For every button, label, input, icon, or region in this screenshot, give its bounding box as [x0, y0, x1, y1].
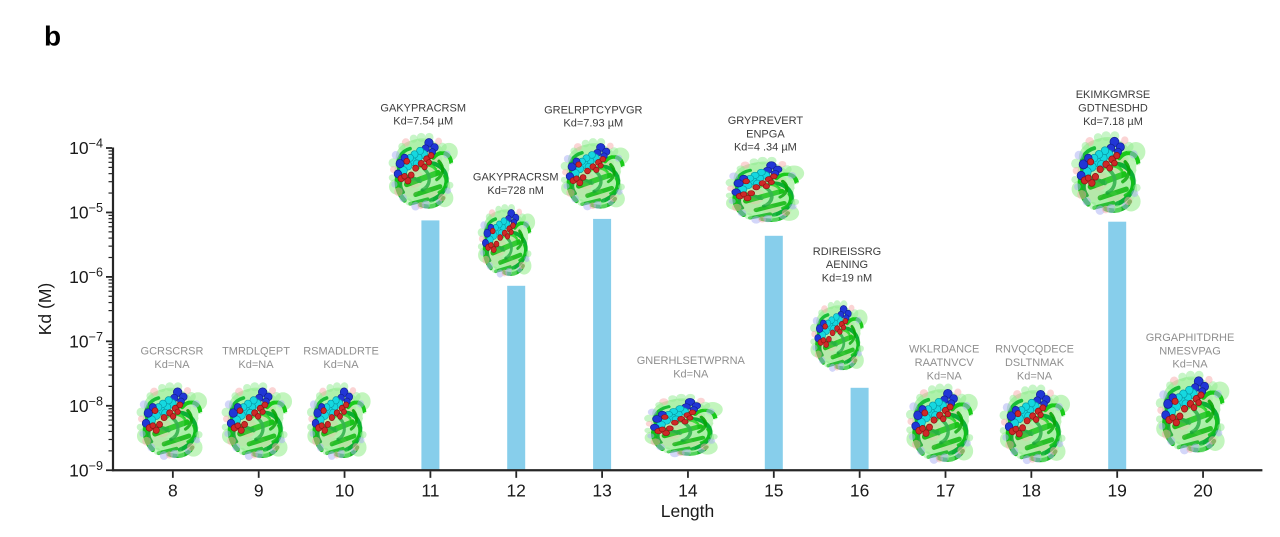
- svg-text:GDTNESDHD: GDTNESDHD: [1078, 103, 1148, 115]
- svg-text:19: 19: [1107, 481, 1126, 501]
- svg-text:GRELRPTCYPVGR: GRELRPTCYPVGR: [544, 104, 642, 116]
- svg-text:Kd=NA: Kd=NA: [927, 370, 963, 382]
- svg-text:ENPGA: ENPGA: [746, 128, 785, 140]
- svg-text:Kd=728 nM: Kd=728 nM: [487, 185, 544, 197]
- svg-text:DSLTNMAK: DSLTNMAK: [1005, 357, 1065, 369]
- svg-text:11: 11: [421, 481, 439, 501]
- svg-text:14: 14: [678, 481, 698, 501]
- svg-text:Kd=NA: Kd=NA: [673, 368, 709, 380]
- svg-text:AENING: AENING: [826, 259, 868, 271]
- svg-text:TMRDLQEPT: TMRDLQEPT: [222, 346, 290, 358]
- svg-text:18: 18: [1022, 481, 1041, 501]
- svg-text:9: 9: [254, 481, 264, 501]
- svg-text:Kd=NA: Kd=NA: [154, 359, 190, 371]
- svg-text:RAATNVCV: RAATNVCV: [915, 357, 975, 369]
- svg-text:Kd=NA: Kd=NA: [323, 359, 359, 371]
- svg-text:Kd=NA: Kd=NA: [238, 359, 274, 371]
- svg-text:GAKYPRACRSM: GAKYPRACRSM: [473, 172, 559, 184]
- svg-text:EKIMKGMRSE: EKIMKGMRSE: [1076, 89, 1151, 101]
- svg-text:GNERHLSETWPRNA: GNERHLSETWPRNA: [637, 355, 746, 367]
- svg-text:NMESVPAG: NMESVPAG: [1159, 345, 1221, 357]
- svg-text:12: 12: [506, 481, 525, 501]
- svg-text:WKLRDANCE: WKLRDANCE: [909, 344, 979, 356]
- svg-text:13: 13: [592, 481, 611, 501]
- svg-text:10: 10: [335, 481, 355, 501]
- svg-text:15: 15: [764, 481, 783, 501]
- svg-text:Length: Length: [661, 501, 715, 521]
- svg-text:b: b: [44, 21, 61, 52]
- svg-text:Kd=7.93 µM: Kd=7.93 µM: [563, 118, 623, 130]
- svg-text:8: 8: [168, 481, 178, 501]
- svg-text:Kd=7.54 µM: Kd=7.54 µM: [393, 116, 453, 128]
- svg-text:Kd (M): Kd (M): [35, 283, 55, 336]
- svg-text:20: 20: [1193, 481, 1213, 501]
- svg-text:Kd=19 nM: Kd=19 nM: [822, 272, 872, 284]
- svg-text:GRYPREVERT: GRYPREVERT: [728, 115, 804, 127]
- svg-text:Kd=7.18 µM: Kd=7.18 µM: [1083, 116, 1143, 128]
- svg-text:GCRSCRSR: GCRSCRSR: [141, 346, 204, 358]
- svg-text:GAKYPRACRSM: GAKYPRACRSM: [380, 102, 466, 114]
- svg-text:Kd=NA: Kd=NA: [1017, 370, 1053, 382]
- svg-text:GRGAPHITDRHE: GRGAPHITDRHE: [1146, 332, 1235, 344]
- svg-text:RSMADLDRTE: RSMADLDRTE: [303, 346, 379, 358]
- svg-text:Kd=4 .34 µM: Kd=4 .34 µM: [734, 142, 797, 154]
- svg-text:Kd=NA: Kd=NA: [1172, 359, 1208, 371]
- svg-text:RDIREISSRG: RDIREISSRG: [813, 246, 881, 258]
- svg-text:RNVQCQDECE: RNVQCQDECE: [995, 344, 1074, 356]
- svg-text:17: 17: [936, 481, 955, 501]
- svg-text:16: 16: [850, 481, 869, 501]
